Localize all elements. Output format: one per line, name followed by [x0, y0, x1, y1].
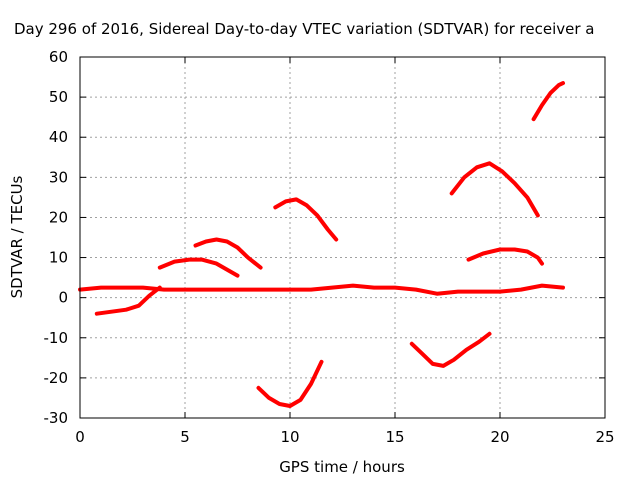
- x-tick-label: 0: [75, 428, 85, 446]
- x-tick-label: 15: [385, 428, 404, 446]
- x-tick-label: 25: [595, 428, 614, 446]
- series-arc-9: [531, 81, 565, 122]
- x-axis-label: GPS time / hours: [279, 458, 405, 476]
- series-arc-2: [157, 257, 240, 278]
- y-tick-label: -20: [44, 369, 69, 387]
- series-arc-5: [256, 359, 324, 408]
- series-layer: [78, 81, 565, 408]
- series-arc-7: [449, 161, 540, 218]
- series-arc-4: [273, 197, 339, 242]
- series-arc-8: [466, 247, 544, 266]
- x-tick-label: 20: [490, 428, 509, 446]
- series-arc-3: [193, 237, 263, 270]
- plot-frame: [79, 56, 606, 419]
- y-tick-label: -10: [44, 329, 69, 347]
- y-tick-label: 50: [49, 88, 68, 106]
- chart-title: Day 296 of 2016, Sidereal Day-to-day VTE…: [14, 20, 595, 38]
- series-arc-6: [409, 331, 492, 368]
- y-tick-label: 30: [49, 168, 68, 186]
- y-tick-label: 20: [49, 208, 68, 226]
- axis-ticks: 0 5 10 15 20 25 -30 -20 -10 0 10 20 30 40 50 60: [44, 48, 615, 446]
- x-tick-label: 10: [280, 428, 299, 446]
- x-tick-label: 5: [180, 428, 190, 446]
- y-tick-label: 0: [58, 289, 68, 307]
- y-tick-label: 60: [49, 48, 68, 66]
- y-axis-label: SDTVAR / TECUs: [8, 175, 26, 298]
- y-tick-label: -30: [44, 409, 69, 427]
- y-tick-label: 40: [49, 128, 68, 146]
- grid-lines: [80, 57, 605, 418]
- series-arc-1: [94, 285, 162, 316]
- y-tick-label: 10: [49, 249, 68, 267]
